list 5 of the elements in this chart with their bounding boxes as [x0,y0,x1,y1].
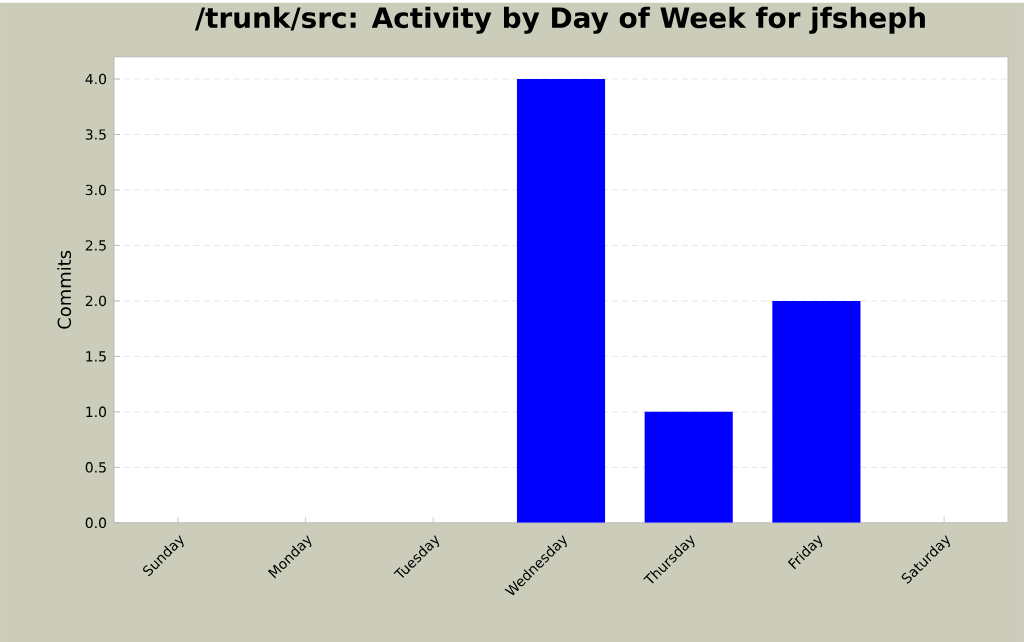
bar [516,78,606,523]
chart-title: /trunk/src: Activity by Day of Week for jfsheph [194,6,925,34]
y-axis-title: Commits [57,250,72,329]
bar [772,300,861,523]
bar [644,411,733,523]
